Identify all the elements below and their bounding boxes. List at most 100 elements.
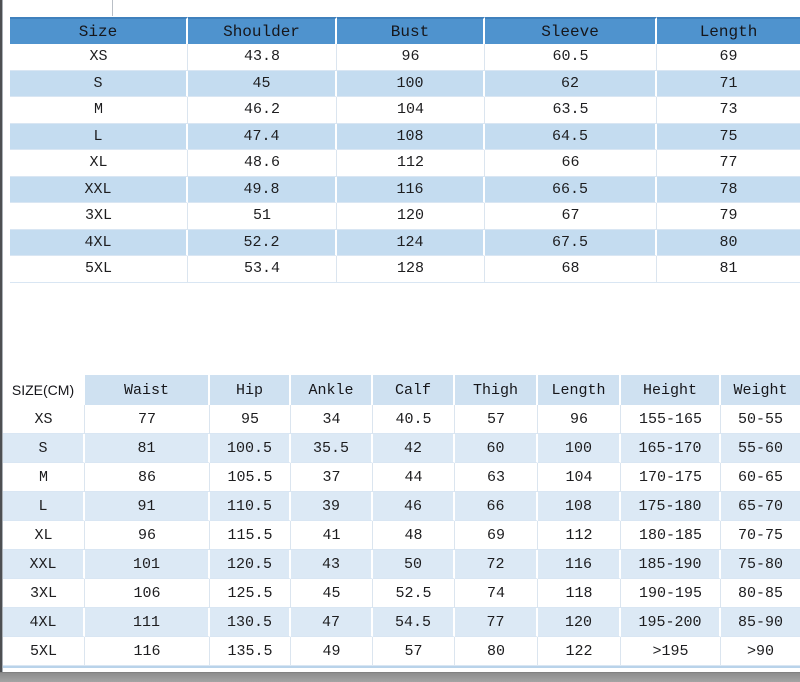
table-cell: 47.4 [188,123,337,150]
table-cell: 66.5 [485,176,657,203]
table-cell: 60-65 [721,463,800,492]
table-cell: 104 [337,97,485,124]
column-header: Calf [373,375,455,405]
table-cell: 95 [210,405,291,434]
table-cell: 108 [538,492,621,521]
table-cell: 48 [373,521,455,550]
table-cell: 57 [455,405,538,434]
table-cell: 72 [455,550,538,579]
column-header: Length [538,375,621,405]
table-cell: 130.5 [210,608,291,637]
table-cell: 34 [291,405,373,434]
table-cell: 110.5 [210,492,291,521]
column-header: Size [10,17,188,44]
size-label-cell: XXL [3,550,85,579]
table-cell: 85-90 [721,608,800,637]
table-cell: 35.5 [291,434,373,463]
table-cell: 47 [291,608,373,637]
size-label-cell: 3XL [3,579,85,608]
size-label-cell: M [10,97,188,124]
size-label-cell: 5XL [10,256,188,283]
column-header: Length [657,17,800,44]
table-cell: 63 [455,463,538,492]
table-row: L 91 110.5 39 46 66 108 175-180 65-70 [3,492,800,521]
garment-size-table: Size Shoulder Bust Sleeve Length XS 43.8 96 60.… [10,17,800,283]
table-cell: 75 [657,123,800,150]
table-cell: 120 [337,203,485,230]
table-cell: 165-170 [621,434,721,463]
table-cell: 48.6 [188,150,337,177]
table-cell: 96 [337,44,485,71]
column-header: Hip [210,375,291,405]
table-cell: 62 [485,70,657,97]
table-cell: 101 [85,550,210,579]
body-table-header-row: SIZE(CM) Waist Hip Ankle Calf Thigh Length Heig… [3,375,800,405]
size-label-cell: 4XL [10,229,188,256]
size-label-cell: 5XL [3,637,85,666]
table-cell: 106 [85,579,210,608]
column-header: Thigh [455,375,538,405]
column-header: Shoulder [188,17,337,44]
table-cell: 81 [85,434,210,463]
table-cell: 100 [538,434,621,463]
table-cell: 124 [337,229,485,256]
garment-table-header-row: Size Shoulder Bust Sleeve Length [10,17,800,44]
table-cell: 105.5 [210,463,291,492]
table-cell: 53.4 [188,256,337,283]
table-cell: 45 [188,70,337,97]
table-cell: 44 [373,463,455,492]
table-cell: 75-80 [721,550,800,579]
table-cell: 65-70 [721,492,800,521]
size-label-cell: XXL [10,176,188,203]
table-cell: 46.2 [188,97,337,124]
size-label-cell: S [3,434,85,463]
size-label-cell: XS [10,44,188,71]
table-cell: 86 [85,463,210,492]
table-cell: 116 [85,637,210,666]
table-cell: 50 [373,550,455,579]
table-cell: 118 [538,579,621,608]
table-cell: 67 [485,203,657,230]
table-row: M 46.2 104 63.5 73 [10,97,800,124]
table-cell: 39 [291,492,373,521]
table-cell: 96 [85,521,210,550]
table-cell: 63.5 [485,97,657,124]
table-cell: 49 [291,637,373,666]
table-cell: 77 [455,608,538,637]
left-border-line [0,0,2,681]
table-row: XL 96 115.5 41 48 69 112 180-185 70-75 [3,521,800,550]
table-cell: 116 [538,550,621,579]
column-header: SIZE(CM) [3,375,85,405]
column-header: Height [621,375,721,405]
table-cell: 112 [538,521,621,550]
table-cell: 180-185 [621,521,721,550]
table-row: 3XL 51 120 67 79 [10,203,800,230]
table-cell: 100.5 [210,434,291,463]
table-cell: 128 [337,256,485,283]
table-row: 3XL 106 125.5 45 52.5 74 118 190-195 80-85 [3,579,800,608]
table-cell: 80-85 [721,579,800,608]
table-cell: 175-180 [621,492,721,521]
table-row: S 81 100.5 35.5 42 60 100 165-170 55-60 [3,434,800,463]
table-cell: 79 [657,203,800,230]
top-partial-grid-line [112,0,113,16]
table-cell: 54.5 [373,608,455,637]
table-cell: 51 [188,203,337,230]
table-cell: 112 [337,150,485,177]
table-cell: 41 [291,521,373,550]
table-cell: >90 [721,637,800,666]
bottom-gray-bar [0,672,800,682]
size-label-cell: 3XL [10,203,188,230]
table-cell: 104 [538,463,621,492]
table-cell: 66 [455,492,538,521]
table-row: M 86 105.5 37 44 63 104 170-175 60-65 [3,463,800,492]
table-cell: 78 [657,176,800,203]
table-cell: 91 [85,492,210,521]
table-row: L 47.4 108 64.5 75 [10,123,800,150]
table-cell: 74 [455,579,538,608]
table-cell: 69 [657,44,800,71]
table-cell: 60.5 [485,44,657,71]
table-row: S 45 100 62 71 [10,70,800,97]
table-cell: 185-190 [621,550,721,579]
